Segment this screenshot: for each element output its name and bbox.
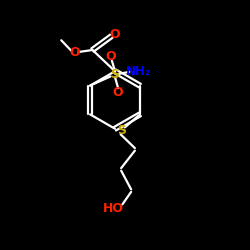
Text: NH₂: NH₂	[126, 65, 151, 78]
Text: O: O	[109, 28, 120, 42]
Text: O: O	[105, 50, 116, 62]
Text: HO: HO	[103, 202, 124, 215]
Text: S: S	[117, 124, 126, 137]
Text: O: O	[113, 86, 124, 99]
Text: S: S	[110, 68, 120, 81]
Text: O: O	[69, 46, 80, 59]
